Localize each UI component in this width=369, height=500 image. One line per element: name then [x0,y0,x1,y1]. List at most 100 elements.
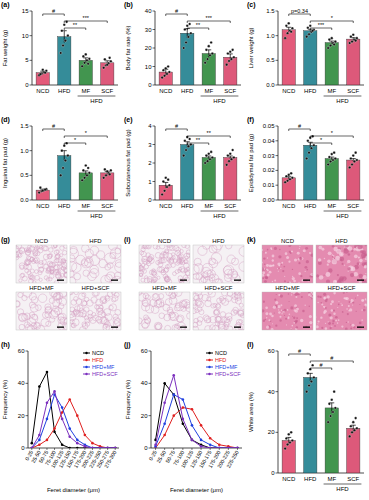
tissue-texture [203,245,210,249]
data-point [287,174,290,177]
y-tick [149,383,152,384]
series-marker [99,447,102,448]
tissue-texture [331,300,334,303]
significance-bracket [310,28,332,30]
tissue-texture [227,255,235,263]
data-point [350,425,353,428]
tissue-texture [327,264,329,266]
series-marker [46,418,49,421]
tissue-texture [181,301,187,307]
data-point [285,175,288,178]
x-tick-label: NCD [36,88,50,94]
tissue-texture [326,280,330,283]
tissue-texture [216,304,220,308]
data-point [330,153,333,156]
y-tick [149,351,152,352]
tissue-texture [269,313,272,316]
tissue-texture [196,300,201,305]
series-marker [106,447,109,448]
data-point [164,177,167,180]
tissue-texture [165,276,170,281]
y-tick-label: 0.5 [266,57,275,63]
tissue-texture [211,253,221,263]
data-point [206,58,209,61]
tissue-texture [141,251,146,256]
tissue-texture [173,272,177,276]
tissue-texture [274,299,276,301]
tissue-texture [107,262,113,268]
tissue-texture [317,295,319,297]
x-tick [201,448,202,450]
scale-bar [180,280,187,281]
data-point [39,73,42,76]
series-marker [191,408,194,411]
group-line [201,211,239,212]
series-marker [91,447,94,448]
tissue-texture [29,314,37,322]
bar [181,145,194,201]
tissue-texture [301,296,303,298]
image-frame [193,245,244,283]
tissue-texture [16,248,18,252]
series-marker [46,371,49,374]
y-tick-label: 20 [145,45,152,51]
data-point [350,35,353,38]
series-marker [182,422,185,425]
data-point [106,63,109,66]
y-tick-label: 5 [25,57,29,63]
y-tick [30,175,33,176]
data-point [228,60,231,63]
series-marker [218,443,221,446]
tissue-texture [266,326,269,329]
tissue-texture [316,274,319,277]
series-marker [218,447,221,448]
y-tick-label: 2 [148,160,152,166]
x-tick-label: 225-250 [225,449,240,469]
x-tick [107,448,108,450]
data-point [228,160,231,163]
data-point [310,380,313,383]
tissue-texture [339,257,344,262]
tissue-texture [199,310,204,315]
data-point [290,172,293,175]
y-tick [276,60,279,61]
x-tick [164,448,165,450]
tissue-texture [361,309,363,311]
tissue-texture [180,280,184,283]
image-frame [16,292,67,330]
y-tick [26,415,29,416]
data-point [38,191,41,194]
significance-label: # [298,348,302,354]
series-marker [182,406,185,409]
tissue-texture [60,254,63,257]
significance-bracket [187,21,230,23]
x-tick [69,448,70,450]
tissue-texture [264,263,266,265]
tissue-texture [56,250,59,253]
x-tick-label: MF [204,88,213,94]
tissue-texture [275,301,278,304]
tissue-texture [292,276,293,277]
tissue-texture [327,259,330,262]
tissue-texture [345,327,348,330]
significance-label: *** [83,15,90,21]
tissue-texture [72,323,77,328]
data-point [289,441,292,444]
data-point [86,59,89,62]
tissue-texture [276,294,277,295]
series-line [156,375,238,448]
y-tick-label: 0.03 [263,153,275,159]
x-tick-label: HFD [304,203,317,209]
significance-label: *** [318,22,325,28]
x-tick [182,448,183,450]
bar [347,39,360,85]
data-point [284,37,287,40]
x-tick [46,448,47,450]
tissue-texture [30,257,34,261]
data-point [59,52,62,55]
tissue-texture [337,274,339,276]
x-tick-label: NCD [36,203,50,209]
tissue-texture [293,322,295,324]
tissue-texture [354,272,358,276]
tissue-texture [141,319,149,327]
